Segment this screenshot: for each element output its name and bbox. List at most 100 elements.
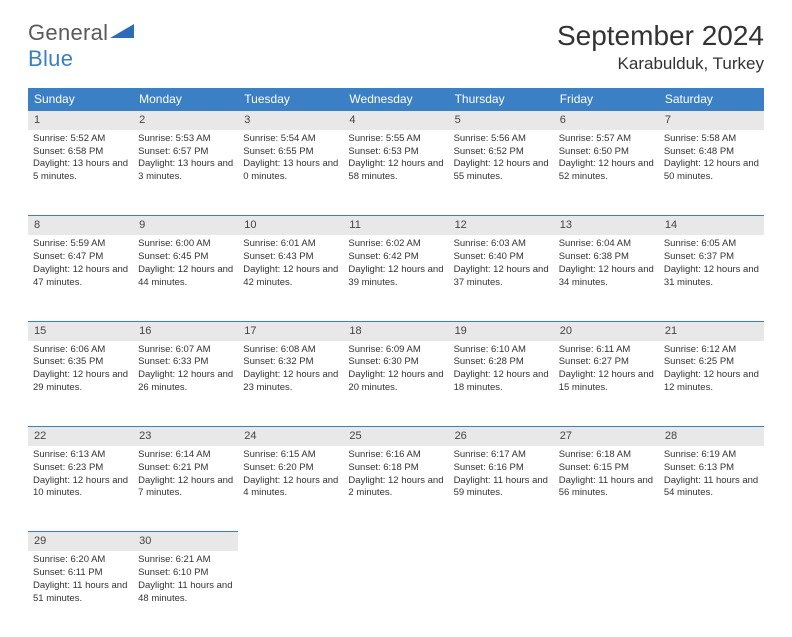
day-cell: Sunrise: 6:17 AMSunset: 6:16 PMDaylight:… — [449, 446, 554, 532]
location-label: Karabulduk, Turkey — [557, 54, 764, 74]
day-cell: Sunrise: 6:04 AMSunset: 6:38 PMDaylight:… — [554, 235, 659, 321]
day-number: 21 — [659, 321, 764, 340]
daylight-line: Daylight: 12 hours and 58 minutes. — [348, 158, 443, 184]
day-number — [343, 532, 448, 551]
day-cell — [238, 551, 343, 637]
sunset-line: Sunset: 6:28 PM — [454, 356, 549, 369]
day-cell: Sunrise: 6:00 AMSunset: 6:45 PMDaylight:… — [133, 235, 238, 321]
day-cell: Sunrise: 6:06 AMSunset: 6:35 PMDaylight:… — [28, 341, 133, 427]
day-number: 9 — [133, 216, 238, 235]
logo-word2: Blue — [28, 46, 73, 71]
sunrise-line: Sunrise: 6:16 AM — [348, 449, 443, 462]
sunrise-line: Sunrise: 5:56 AM — [454, 133, 549, 146]
sunrise-line: Sunrise: 6:10 AM — [454, 344, 549, 357]
day-detail-row: Sunrise: 5:52 AMSunset: 6:58 PMDaylight:… — [28, 130, 764, 216]
day-cell: Sunrise: 6:16 AMSunset: 6:18 PMDaylight:… — [343, 446, 448, 532]
sunrise-line: Sunrise: 6:11 AM — [559, 344, 654, 357]
day-cell: Sunrise: 6:14 AMSunset: 6:21 PMDaylight:… — [133, 446, 238, 532]
sunset-line: Sunset: 6:15 PM — [559, 462, 654, 475]
daylight-line: Daylight: 12 hours and 4 minutes. — [243, 475, 338, 501]
day-cell: Sunrise: 5:59 AMSunset: 6:47 PMDaylight:… — [28, 235, 133, 321]
logo-triangle-icon — [108, 22, 136, 40]
daylight-line: Daylight: 12 hours and 15 minutes. — [559, 369, 654, 395]
sunset-line: Sunset: 6:33 PM — [138, 356, 233, 369]
daylight-line: Daylight: 11 hours and 54 minutes. — [664, 475, 759, 501]
day-cell: Sunrise: 6:08 AMSunset: 6:32 PMDaylight:… — [238, 341, 343, 427]
sunrise-line: Sunrise: 6:12 AM — [664, 344, 759, 357]
day-number — [449, 532, 554, 551]
day-number: 24 — [238, 427, 343, 446]
sunrise-line: Sunrise: 6:00 AM — [138, 238, 233, 251]
sunset-line: Sunset: 6:52 PM — [454, 146, 549, 159]
sunset-line: Sunset: 6:25 PM — [664, 356, 759, 369]
day-cell: Sunrise: 6:05 AMSunset: 6:37 PMDaylight:… — [659, 235, 764, 321]
sunset-line: Sunset: 6:50 PM — [559, 146, 654, 159]
day-number — [238, 532, 343, 551]
daylight-line: Daylight: 12 hours and 50 minutes. — [664, 158, 759, 184]
daylight-line: Daylight: 12 hours and 2 minutes. — [348, 475, 443, 501]
daylight-line: Daylight: 12 hours and 52 minutes. — [559, 158, 654, 184]
logo: General Blue — [28, 20, 136, 72]
day-number: 20 — [554, 321, 659, 340]
sunrise-line: Sunrise: 6:05 AM — [664, 238, 759, 251]
daylight-line: Daylight: 11 hours and 59 minutes. — [454, 475, 549, 501]
day-number: 23 — [133, 427, 238, 446]
day-number: 19 — [449, 321, 554, 340]
day-number: 26 — [449, 427, 554, 446]
day-cell: Sunrise: 6:18 AMSunset: 6:15 PMDaylight:… — [554, 446, 659, 532]
day-number: 15 — [28, 321, 133, 340]
calendar-table: Sunday Monday Tuesday Wednesday Thursday… — [28, 88, 764, 637]
day-number: 16 — [133, 321, 238, 340]
day-number: 12 — [449, 216, 554, 235]
day-cell: Sunrise: 6:20 AMSunset: 6:11 PMDaylight:… — [28, 551, 133, 637]
sunset-line: Sunset: 6:57 PM — [138, 146, 233, 159]
day-cell: Sunrise: 6:12 AMSunset: 6:25 PMDaylight:… — [659, 341, 764, 427]
day-cell: Sunrise: 6:11 AMSunset: 6:27 PMDaylight:… — [554, 341, 659, 427]
sunset-line: Sunset: 6:27 PM — [559, 356, 654, 369]
day-cell — [554, 551, 659, 637]
day-cell — [449, 551, 554, 637]
daylight-line: Daylight: 12 hours and 34 minutes. — [559, 264, 654, 290]
daylight-line: Daylight: 12 hours and 12 minutes. — [664, 369, 759, 395]
sunrise-line: Sunrise: 6:14 AM — [138, 449, 233, 462]
daylight-line: Daylight: 12 hours and 42 minutes. — [243, 264, 338, 290]
daylight-line: Daylight: 11 hours and 51 minutes. — [33, 580, 128, 606]
day-cell: Sunrise: 6:07 AMSunset: 6:33 PMDaylight:… — [133, 341, 238, 427]
sunrise-line: Sunrise: 6:20 AM — [33, 554, 128, 567]
sunrise-line: Sunrise: 6:03 AM — [454, 238, 549, 251]
weekday-header: Wednesday — [343, 88, 448, 111]
sunset-line: Sunset: 6:32 PM — [243, 356, 338, 369]
sunset-line: Sunset: 6:40 PM — [454, 251, 549, 264]
sunrise-line: Sunrise: 6:01 AM — [243, 238, 338, 251]
day-number: 8 — [28, 216, 133, 235]
day-number: 2 — [133, 111, 238, 130]
day-cell: Sunrise: 5:58 AMSunset: 6:48 PMDaylight:… — [659, 130, 764, 216]
day-cell: Sunrise: 6:15 AMSunset: 6:20 PMDaylight:… — [238, 446, 343, 532]
daylight-line: Daylight: 12 hours and 7 minutes. — [138, 475, 233, 501]
sunset-line: Sunset: 6:21 PM — [138, 462, 233, 475]
sunset-line: Sunset: 6:37 PM — [664, 251, 759, 264]
sunset-line: Sunset: 6:11 PM — [33, 567, 128, 580]
daylight-line: Daylight: 12 hours and 39 minutes. — [348, 264, 443, 290]
day-number: 22 — [28, 427, 133, 446]
day-number — [554, 532, 659, 551]
sunset-line: Sunset: 6:16 PM — [454, 462, 549, 475]
day-cell: Sunrise: 6:03 AMSunset: 6:40 PMDaylight:… — [449, 235, 554, 321]
daynum-row: 22232425262728 — [28, 427, 764, 446]
page-title: September 2024 — [557, 20, 764, 52]
daylight-line: Daylight: 12 hours and 10 minutes. — [33, 475, 128, 501]
sunset-line: Sunset: 6:47 PM — [33, 251, 128, 264]
day-number: 27 — [554, 427, 659, 446]
day-cell: Sunrise: 5:54 AMSunset: 6:55 PMDaylight:… — [238, 130, 343, 216]
sunrise-line: Sunrise: 6:07 AM — [138, 344, 233, 357]
sunset-line: Sunset: 6:55 PM — [243, 146, 338, 159]
daylight-line: Daylight: 12 hours and 37 minutes. — [454, 264, 549, 290]
day-number: 29 — [28, 532, 133, 551]
sunset-line: Sunset: 6:23 PM — [33, 462, 128, 475]
sunset-line: Sunset: 6:53 PM — [348, 146, 443, 159]
sunset-line: Sunset: 6:58 PM — [33, 146, 128, 159]
day-cell: Sunrise: 5:56 AMSunset: 6:52 PMDaylight:… — [449, 130, 554, 216]
daylight-line: Daylight: 12 hours and 18 minutes. — [454, 369, 549, 395]
weekday-header: Friday — [554, 88, 659, 111]
logo-word1: General — [28, 20, 108, 45]
